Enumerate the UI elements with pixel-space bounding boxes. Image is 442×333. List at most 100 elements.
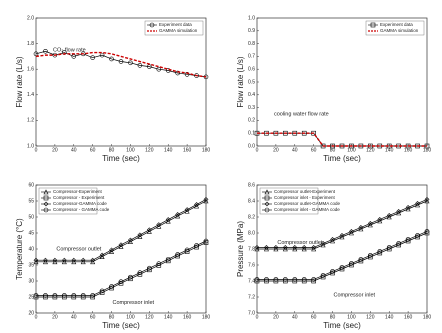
- data-point: [349, 228, 354, 234]
- x-axis-label: Time (sec): [102, 321, 140, 330]
- x-tick-label: 140: [385, 147, 394, 153]
- x-tick-label: 100: [126, 314, 135, 320]
- data-point: [42, 259, 48, 265]
- data-point: [71, 294, 77, 300]
- data-point: [128, 276, 133, 282]
- data-point: [273, 246, 279, 252]
- series-line: [36, 242, 207, 298]
- legend-label: GAMMA simulation: [159, 28, 198, 33]
- x-axis-label: Time (sec): [102, 154, 140, 163]
- y-tick-label: 40: [28, 246, 34, 252]
- data-point: [377, 218, 383, 224]
- y-axis-label: Pressure (MPa): [236, 221, 245, 277]
- legend-label: Compressor - GAMMA code: [53, 207, 110, 212]
- data-point: [194, 203, 200, 209]
- y-tick-label: 8.0: [248, 230, 255, 236]
- data-point: [254, 244, 260, 250]
- data-point: [301, 246, 307, 252]
- legend-box: [38, 187, 98, 215]
- data-point: [301, 244, 307, 250]
- y-tick-label: 7.4: [248, 278, 255, 284]
- data-point: [368, 253, 373, 258]
- x-tick-label: 0: [35, 147, 38, 153]
- data-point: [80, 259, 86, 265]
- data-point: [292, 244, 298, 250]
- data-point: [43, 293, 48, 298]
- data-point: [283, 130, 288, 136]
- x-axis-label: Time (sec): [323, 321, 361, 330]
- x-tick-label: 180: [423, 147, 432, 153]
- legend-box: [365, 20, 425, 36]
- y-tick-label: 0.9: [248, 28, 255, 34]
- data-point: [127, 238, 133, 244]
- series-line: [257, 231, 428, 280]
- data-point: [254, 246, 260, 252]
- data-point: [405, 237, 411, 242]
- data-point: [405, 204, 411, 210]
- data-point: [311, 278, 316, 284]
- data-point: [292, 278, 298, 284]
- data-point: [203, 240, 209, 245]
- data-point: [165, 68, 171, 73]
- data-point: [367, 220, 373, 226]
- data-point: [118, 243, 124, 249]
- data-point: [301, 277, 307, 282]
- x-tick-label: 80: [330, 147, 336, 153]
- data-point: [90, 294, 95, 300]
- data-point: [52, 257, 58, 263]
- y-tick-label: 45: [28, 230, 34, 236]
- data-point: [264, 189, 270, 195]
- legend-label: Compressor outlet-GAMMA code: [274, 201, 341, 206]
- data-point: [90, 257, 96, 263]
- data-point: [415, 200, 420, 206]
- data-point: [80, 293, 86, 298]
- data-point: [52, 293, 58, 298]
- x-tick-label: 100: [347, 147, 356, 153]
- y-tick-label: 0.6: [248, 67, 255, 73]
- data-point: [33, 257, 39, 263]
- x-tick-label: 40: [71, 147, 77, 153]
- data-point: [358, 258, 364, 264]
- series-line: [35, 51, 207, 78]
- data-point: [330, 238, 336, 244]
- y-tick-label: 0.3: [248, 105, 255, 111]
- chart-panel: 0.0 0.1 0.2 0.3 0.4 0.5 0.6 0.7 0.8 0.9 1.0 0 20 40 60…: [236, 15, 431, 163]
- data-point: [43, 294, 48, 300]
- x-tick-label: 160: [183, 147, 192, 153]
- data-point: [156, 66, 162, 72]
- series-line: [257, 199, 428, 248]
- x-tick-label: 60: [90, 314, 96, 320]
- data-point: [33, 259, 39, 265]
- data-point: [377, 249, 383, 254]
- data-point: [415, 202, 421, 208]
- data-point: [339, 266, 345, 272]
- data-point: [339, 234, 345, 240]
- x-tick-label: 20: [273, 314, 279, 320]
- y-tick-label: 7.0: [248, 310, 255, 316]
- data-point: [349, 262, 354, 268]
- data-point: [175, 213, 181, 219]
- data-point: [415, 233, 420, 238]
- data-point: [62, 294, 67, 300]
- legend-label: GAMMA simulation: [380, 28, 419, 33]
- data-point: [156, 263, 162, 268]
- legend-label: Compressor outlet-Experiment: [274, 189, 336, 194]
- data-point: [203, 198, 209, 204]
- data-point: [175, 253, 180, 259]
- data-point: [184, 72, 190, 77]
- data-point: [61, 257, 67, 263]
- data-point: [396, 210, 402, 216]
- data-point: [109, 56, 114, 62]
- data-point: [203, 238, 209, 244]
- x-tick-label: 40: [292, 147, 298, 153]
- data-point: [137, 63, 143, 68]
- data-point: [184, 249, 190, 254]
- data-point: [62, 293, 67, 298]
- x-tick-label: 120: [366, 147, 375, 153]
- chart-panel: 7.0 7.2 7.4 7.6 7.8 8.0 8.2 8.4 8.6 0 20 40 60 80 100 1…: [236, 182, 431, 330]
- x-tick-label: 60: [311, 147, 317, 153]
- data-point: [330, 269, 335, 274]
- data-point: [43, 195, 49, 201]
- x-tick-label: 120: [145, 147, 154, 153]
